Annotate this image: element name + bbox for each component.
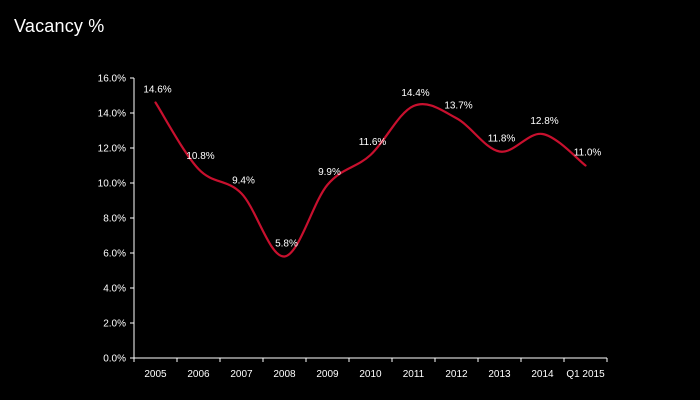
series-layer [154, 101, 587, 258]
data-label: 11.0% [574, 148, 602, 159]
chart-title: Vacancy % [14, 16, 105, 36]
y-tick-label: 14.0% [98, 109, 126, 120]
y-tick-label: 0.0% [103, 354, 126, 365]
data-labels: 14.6% 10.8% 9.4% 5.8% 9.9% 11.6% 14.4% 13.7% 11.… [143, 85, 601, 250]
y-tick-label: 12.0% [98, 144, 126, 155]
y-tick-label: 6.0% [103, 249, 126, 260]
data-label: 9.4% [232, 176, 255, 187]
data-point [541, 133, 543, 135]
x-tick-label: 2007 [230, 369, 253, 380]
y-tick-label: 16.0% [98, 74, 126, 85]
data-label: 14.4% [401, 88, 429, 99]
data-label: 12.8% [530, 116, 558, 127]
data-point [240, 192, 242, 194]
data-label: 14.6% [143, 85, 171, 96]
y-tick-label: 4.0% [103, 284, 126, 295]
x-tick-label: Q1 2015 [566, 369, 605, 380]
x-tick-label: 2005 [144, 369, 167, 380]
data-label: 13.7% [444, 100, 472, 111]
data-label: 11.8% [488, 134, 516, 145]
x-tick-label: 2013 [488, 369, 511, 380]
data-label: 11.6% [359, 137, 387, 148]
x-tick-label: 2009 [316, 369, 339, 380]
data-point [197, 168, 199, 170]
x-tick-label: 2011 [403, 369, 425, 380]
series-line [154, 101, 587, 258]
data-point [154, 101, 156, 103]
data-label: 5.8% [275, 239, 298, 250]
data-point [283, 255, 285, 257]
y-tick-label: 8.0% [103, 214, 126, 225]
y-tick-label: 10.0% [98, 179, 126, 190]
x-tick-label: 2014 [531, 369, 554, 380]
data-point [369, 154, 371, 156]
data-label: 10.8% [186, 151, 214, 162]
data-point [455, 117, 457, 119]
y-tick-label: 2.0% [103, 319, 126, 330]
data-point [584, 164, 586, 166]
x-tick-label: 2006 [187, 369, 210, 380]
axes: 0.0% 2.0% 4.0% 6.0% 8.0% 10.0% 12.0% 14.0% 16.0%… [98, 74, 608, 380]
data-point [326, 184, 328, 186]
data-point [412, 105, 414, 107]
data-label: 9.9% [318, 167, 341, 178]
x-tick-label: 2008 [273, 369, 296, 380]
x-tick-label: 2012 [445, 369, 468, 380]
data-point [498, 150, 500, 152]
x-tick-label: 2010 [359, 369, 382, 380]
